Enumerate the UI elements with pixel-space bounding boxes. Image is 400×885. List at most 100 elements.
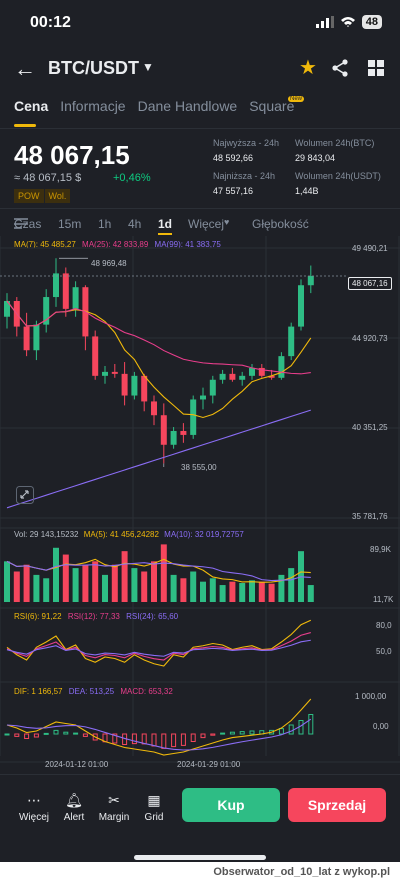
more-button[interactable]: ⋯ Więcej [14,792,54,823]
candle-body [209,379,216,396]
expand-icon[interactable] [16,486,34,504]
last-price: 48 067,15 [14,140,130,170]
ma99-line [6,409,311,509]
volume-bar [141,571,148,602]
date-label: 2024-01-29 01:00 [177,760,241,769]
signal-icon [315,16,334,28]
volume-bar [131,568,138,602]
macd-legend: DIF: 1 166,57 DEA: 513,25 MACD: 653,32 [14,687,173,696]
vol-ma5-line [6,558,311,583]
candle-body [200,395,206,400]
candle-body [102,371,108,376]
volume-bar [219,585,226,602]
tf-1h[interactable]: 1h [98,217,112,231]
buy-button[interactable]: Kup [182,788,280,822]
macd-label: MACD: 653,32 [120,687,173,696]
price-axis-label: 40 351,25 [352,423,388,432]
tf-15m[interactable]: 15m [58,217,82,231]
back-arrow-icon[interactable]: ← [14,56,36,81]
candle-body [23,326,30,351]
candle-body [288,326,295,357]
share-icon[interactable] [331,59,349,77]
tag-pow[interactable]: POW [14,189,44,203]
price-axis-label: 35 781,76 [352,512,388,521]
sell-button[interactable]: Sprzedaj [288,788,386,822]
rsi-axis-label: 80,0 [376,621,392,630]
favorite-star-icon[interactable]: ★ [299,57,317,79]
macd-histogram-bar [200,733,206,739]
tf-depth[interactable]: Głębokość [252,217,309,231]
low-value: 47 557,16 [213,186,254,196]
volume-bar [180,578,187,602]
tf-1d[interactable]: 1d [158,217,173,231]
pair-title[interactable]: BTC/USDT [48,58,139,78]
volume-bar [53,547,59,602]
home-indicator [134,855,266,860]
chart-grid [0,236,400,763]
volume-bar [190,571,197,602]
ma99-label: MA(99): 41 383,75 [154,240,221,249]
tab-dane-handlowe[interactable]: Dane Handlowe [137,98,238,114]
volume-bar [33,574,40,602]
chevron-down-icon[interactable]: ♥ [224,217,230,227]
grid-button[interactable]: ▦ Grid [134,792,174,823]
ma7-label: MA(7): 45 485,27 [14,240,76,249]
margin-icon: ✂ [108,792,120,808]
layout-grid-icon[interactable] [368,60,384,76]
macd-histogram-bar [92,733,98,741]
chart-settings-icon[interactable] [14,217,28,229]
volume-bar [102,574,108,602]
tag-vol[interactable]: Wol. [44,189,71,203]
volume-bar [151,561,157,602]
macd-histogram-bar [171,733,177,748]
macd-histogram-bar [24,733,30,739]
tf-4h[interactable]: 4h [128,217,142,231]
volume-bar [23,564,30,602]
alert-button[interactable]: 🔔︎ Alert [54,792,94,823]
vol-btc-value: 29 843,04 [295,153,336,163]
price-chart[interactable] [0,236,400,776]
current-price-tag: 48 067,16 [348,277,392,290]
volume-bar [13,571,20,602]
macd-histogram-bar [53,729,59,735]
volume-bar [4,561,10,602]
ma25-label: MA(25): 42 833,89 [82,240,149,249]
macd-histogram-bar [220,732,226,735]
volume-bar [200,581,206,602]
candle-body [111,371,118,374]
margin-button[interactable]: ✂ Margin [94,792,134,823]
tab-informacje[interactable]: Informacje [60,98,126,114]
ma25-line [6,300,311,375]
vol-ma10-label: MA(10): 32 019,72757 [164,530,244,539]
dif-label: DIF: 1 166,57 [14,687,63,696]
tf-more[interactable]: Więcej [188,217,225,231]
tab-cena[interactable]: Cena [14,98,49,114]
candle-body [33,324,40,351]
vol-label: Vol: 29 143,15232 [14,530,79,539]
volume-bar [121,551,128,602]
macd-histogram-bar [131,733,137,745]
tf-czas[interactable]: Czas [14,217,42,231]
macd-axis-label: 1 000,00 [355,692,387,701]
date-label: 2024-01-12 01:00 [45,760,109,769]
volume-bar [258,581,265,602]
volume-bar [82,564,89,602]
rsi-legend: RSI(6): 91,22 RSI(12): 77,33 RSI(24): 65… [14,612,178,621]
high-label: Najwyższa - 24h [213,138,280,148]
high-marker: 48 969,48 [91,259,127,268]
timeframe-bar: Czas 15m 1h 4h 1d Więcej ♥ Głębokość [14,217,386,232]
candle-body [298,285,304,327]
active-timeframe-indicator [158,233,172,235]
candle-body [278,356,285,378]
alert-label: Alert [63,812,85,823]
volume-bar [229,581,236,602]
main-tabs: Cena Informacje Dane Handlowe Square [14,98,294,114]
low-marker: 38 555,00 [181,463,217,472]
top-header: ← BTC/USDT ▼ ★ [0,50,400,86]
low-label: Najniższa - 24h [213,171,276,181]
tab-square[interactable]: Square [249,98,295,114]
chevron-down-icon[interactable]: ▼ [142,60,154,74]
candle-body [229,373,236,380]
macd-histogram-bar [288,724,294,735]
macd-histogram-bar [190,733,196,742]
